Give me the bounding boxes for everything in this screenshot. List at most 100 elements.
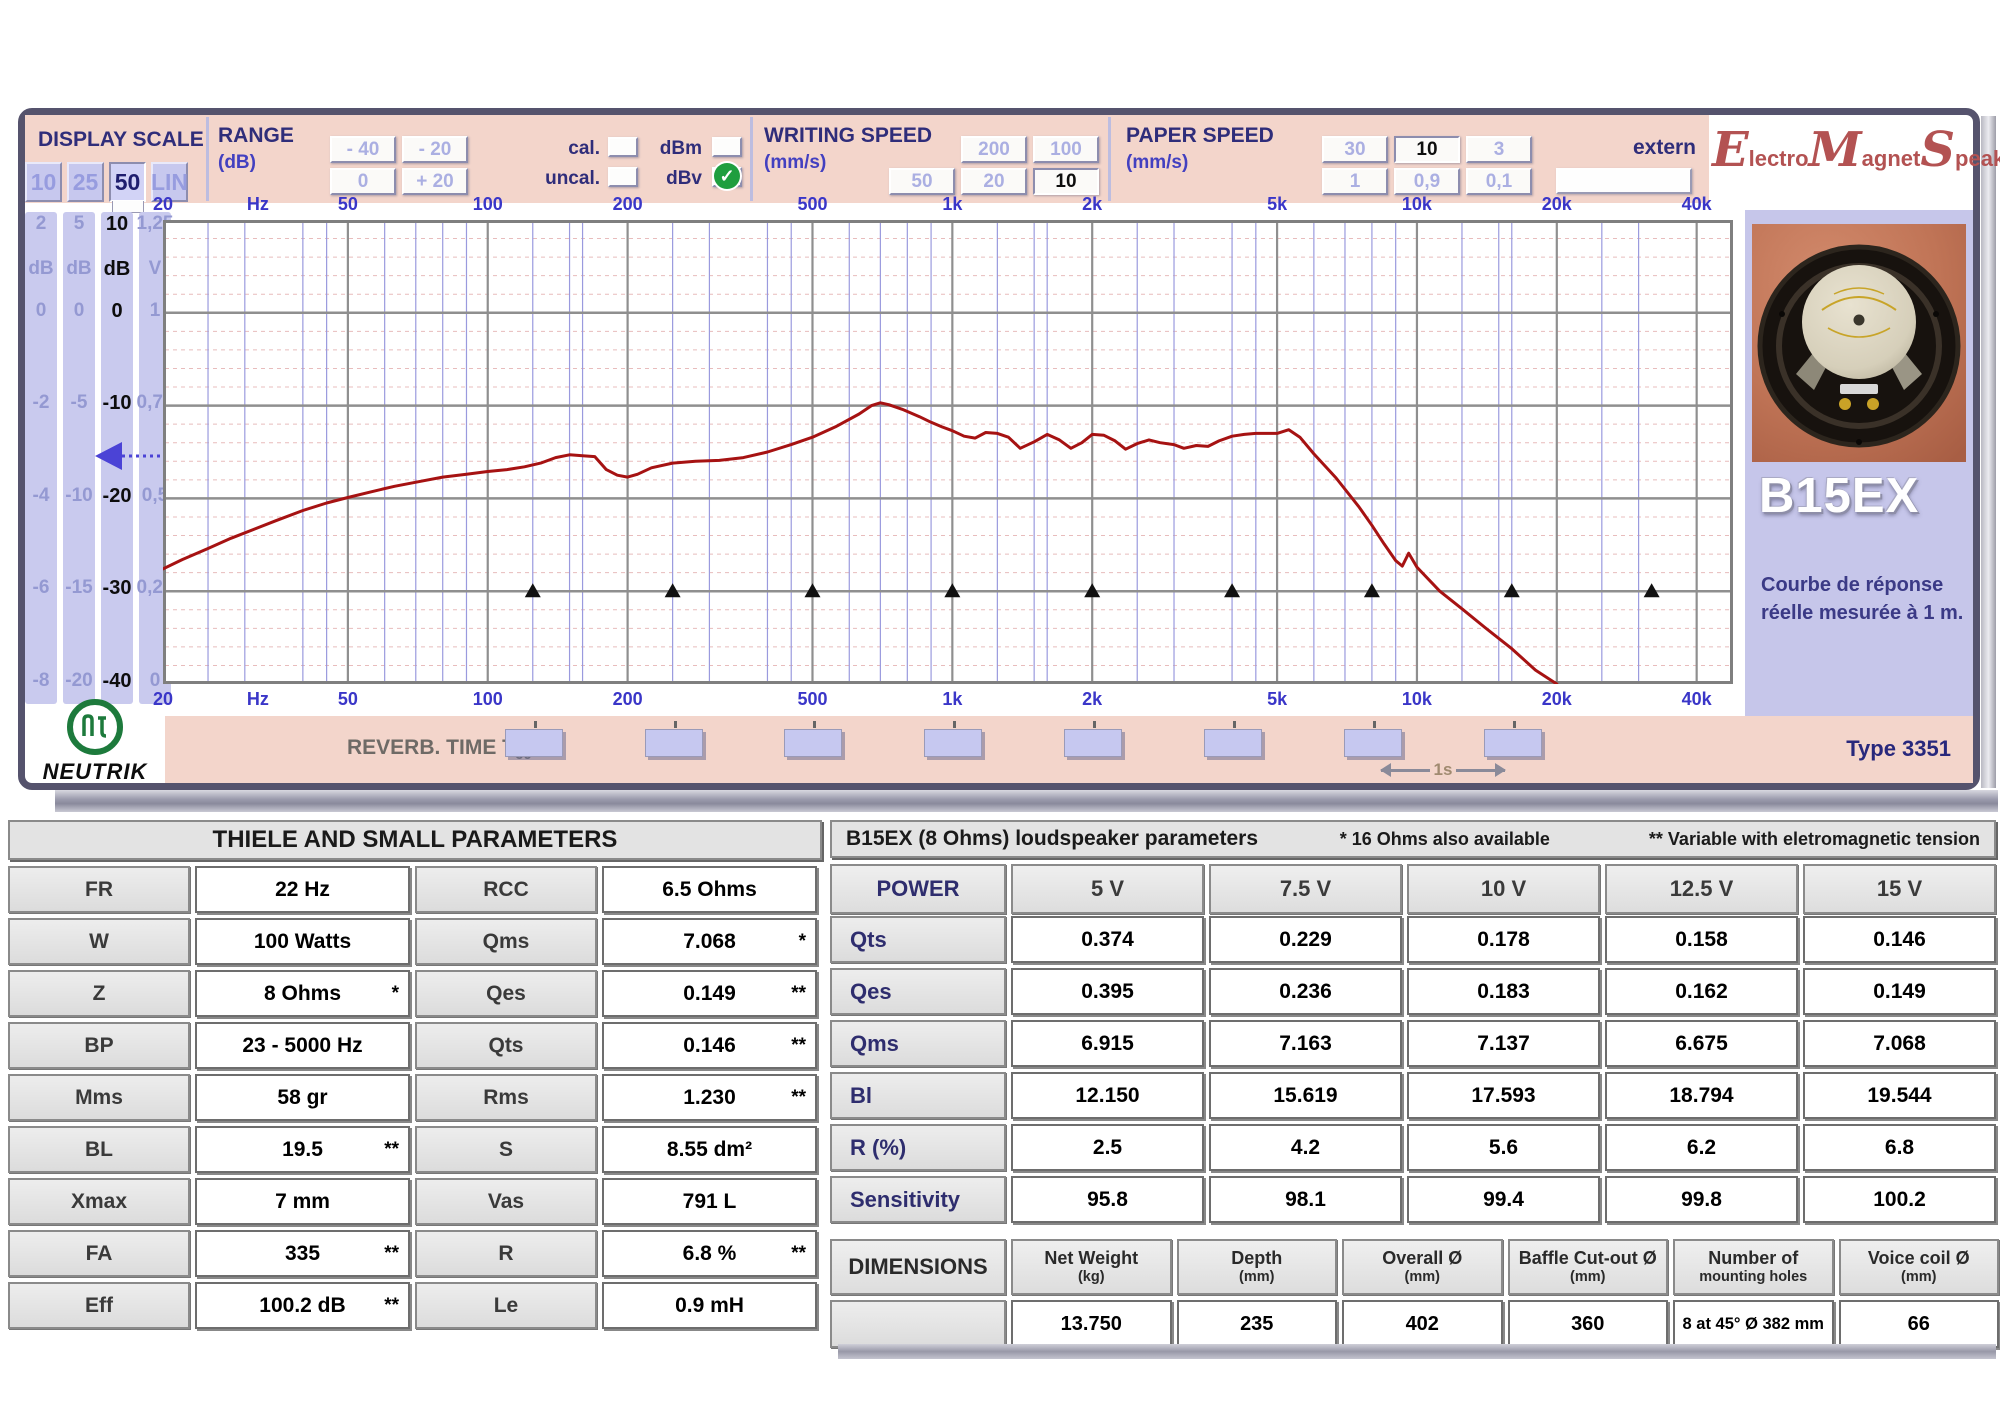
param-value: 19.5 ** xyxy=(195,1126,410,1173)
power-param-value: 6.915 xyxy=(1011,1020,1204,1067)
thiele-table-title: THIELE AND SMALL PARAMETERS xyxy=(8,820,822,860)
power-param-value: 5.6 xyxy=(1407,1124,1600,1171)
dimension-name: Number of xyxy=(1708,1248,1799,1269)
param-value-text: 0.9 mH xyxy=(675,1293,744,1317)
range-btns-button-+20[interactable]: + 20 xyxy=(402,168,468,195)
ws-btns-button-50[interactable]: 50 xyxy=(889,168,955,195)
param-label: Xmax xyxy=(8,1178,190,1225)
power-param-label: Bl xyxy=(830,1072,1006,1119)
ps-btns-button-10[interactable]: 10 xyxy=(1394,136,1460,163)
reverb-marker-box[interactable] xyxy=(924,721,983,757)
param-label: R xyxy=(415,1230,597,1277)
param-value-text: 19.5 xyxy=(282,1137,323,1161)
param-label: FA xyxy=(8,1230,190,1277)
scale-tick: dB xyxy=(28,258,54,279)
ps-btns-button-09[interactable]: 0,9 xyxy=(1394,168,1460,195)
reverb-marker-box[interactable] xyxy=(504,721,563,757)
freq-tick-20: 20 xyxy=(152,194,174,214)
scale-tick: 5 xyxy=(73,213,85,234)
param-label: Mms xyxy=(8,1074,190,1121)
range-btns-button--40[interactable]: - 40 xyxy=(330,136,396,163)
neutrik-brand: NEUTRIK xyxy=(25,698,165,786)
param-label: S xyxy=(415,1126,597,1173)
reverb-marker-box[interactable] xyxy=(644,721,703,757)
thiele-table: FR 22 Hz RCC 6.5 Ohms W 100 Watts Qms 7.068 * Z 8 … xyxy=(8,866,822,1329)
scale-tick: -6 xyxy=(32,577,50,598)
ws-btns-button-200[interactable]: 200 xyxy=(961,136,1027,163)
ws-btns-button-20[interactable]: 20 xyxy=(961,168,1027,195)
param-value: 6.5 Ohms xyxy=(602,866,817,913)
ws-btns-button-100[interactable]: 100 xyxy=(1033,136,1099,163)
power-param-value: 17.593 xyxy=(1407,1072,1600,1119)
scale-tick: -5 xyxy=(70,392,88,413)
param-value-text: 7.068 xyxy=(683,929,736,953)
param-value: 0.149 ** xyxy=(602,970,817,1017)
scale-tick: 0 xyxy=(35,300,47,321)
writing-speed-buttons: 200 100 50 20 10 xyxy=(889,136,1099,195)
octave-marker-triangle xyxy=(804,583,821,598)
param-note: ** xyxy=(384,1242,399,1264)
param-value: 6.8 % ** xyxy=(602,1230,817,1277)
display-scale-button-50[interactable]: 50 xyxy=(109,162,146,202)
ps-btns-button-1[interactable]: 1 xyxy=(1322,168,1388,195)
param-value-text: 22 Hz xyxy=(275,877,330,901)
reverb-marker-box[interactable] xyxy=(784,721,843,757)
reverb-marker-box[interactable] xyxy=(1204,721,1263,757)
display-scale-button-LIN[interactable]: LIN xyxy=(151,162,188,202)
cal-checkbox[interactable] xyxy=(608,137,638,157)
ps-btns-button-3[interactable]: 3 xyxy=(1466,136,1532,163)
power-param-value: 15.619 xyxy=(1209,1072,1402,1119)
power-param-value: 2.5 xyxy=(1011,1124,1204,1171)
power-param-value: 6.2 xyxy=(1605,1124,1798,1171)
dimension-column-header: Voice coil Ø (mm) xyxy=(1838,1239,1999,1295)
chart-frame xyxy=(163,220,1733,684)
param-value: 8 Ohms * xyxy=(195,970,410,1017)
param-value-text: 8.55 dm² xyxy=(666,1137,753,1161)
range-btns-button-0[interactable]: 0 xyxy=(330,168,396,195)
dimensions-header: DIMENSIONS xyxy=(830,1239,1006,1295)
power-param-label: Sensitivity xyxy=(830,1176,1006,1223)
header-divider xyxy=(750,117,753,201)
param-note: ** xyxy=(791,982,806,1004)
range-unit: (dB) xyxy=(218,152,256,173)
reverb-marker-box[interactable] xyxy=(1483,721,1542,757)
param-label: Rms xyxy=(415,1074,597,1121)
caption-line: réelle mesurée à 1 m. xyxy=(1761,602,1964,624)
display-scale-button-10[interactable]: 10 xyxy=(25,162,62,202)
arrow-right-icon xyxy=(1456,762,1506,777)
scale-tick: 2 xyxy=(35,213,47,234)
ps-btns-button-30[interactable]: 30 xyxy=(1322,136,1388,163)
paper-speed-buttons: 30 10 3 1 0,9 0,1 xyxy=(1322,136,1532,195)
param-label: BP xyxy=(8,1022,190,1069)
display-scale-button-25[interactable]: 25 xyxy=(67,162,104,202)
dbm-checkbox[interactable] xyxy=(712,137,742,157)
power-param-value: 95.8 xyxy=(1011,1176,1204,1223)
model-name: B15EX xyxy=(1759,469,1920,523)
uncal-checkbox[interactable] xyxy=(608,167,638,187)
ps-btns-button-01[interactable]: 0,1 xyxy=(1466,168,1532,195)
neutrik-name: NEUTRIK xyxy=(42,759,148,784)
extern-input[interactable] xyxy=(1556,168,1692,194)
scale-tick: -15 xyxy=(65,577,93,598)
param-value-text: 6.5 Ohms xyxy=(662,877,757,901)
range-btns-row: - 40- 20 xyxy=(308,136,468,163)
param-value: 8.55 dm² xyxy=(602,1126,817,1173)
power-param-value: 99.8 xyxy=(1605,1176,1798,1223)
scale-tick: -4 xyxy=(32,485,50,506)
freq-tick-200: 200 xyxy=(612,194,643,214)
octave-marker-triangle xyxy=(1224,583,1241,598)
freq-tick-2k: 2k xyxy=(1082,689,1103,709)
dimension-unit: (mm) xyxy=(1901,1269,1937,1285)
param-value-text: 100.2 dB xyxy=(259,1293,346,1317)
dimension-unit: (mm) xyxy=(1239,1269,1275,1285)
dbv-checked-icon: ✓ xyxy=(714,163,740,189)
reverb-marker-box[interactable] xyxy=(1064,721,1123,757)
param-value-text: 0.149 xyxy=(683,981,736,1005)
reverb-marker-box[interactable] xyxy=(1343,721,1402,757)
ws-btns-button-10[interactable]: 10 xyxy=(1033,168,1099,195)
scale-tick: 0 xyxy=(73,300,85,321)
neutrik-logo-icon xyxy=(67,699,123,755)
dimension-value: 402 xyxy=(1342,1300,1503,1348)
freq-tick-500: 500 xyxy=(797,194,828,214)
range-btns-button--20[interactable]: - 20 xyxy=(402,136,468,163)
